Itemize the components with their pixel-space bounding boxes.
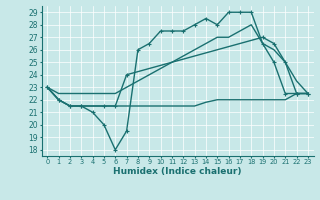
X-axis label: Humidex (Indice chaleur): Humidex (Indice chaleur) <box>113 167 242 176</box>
